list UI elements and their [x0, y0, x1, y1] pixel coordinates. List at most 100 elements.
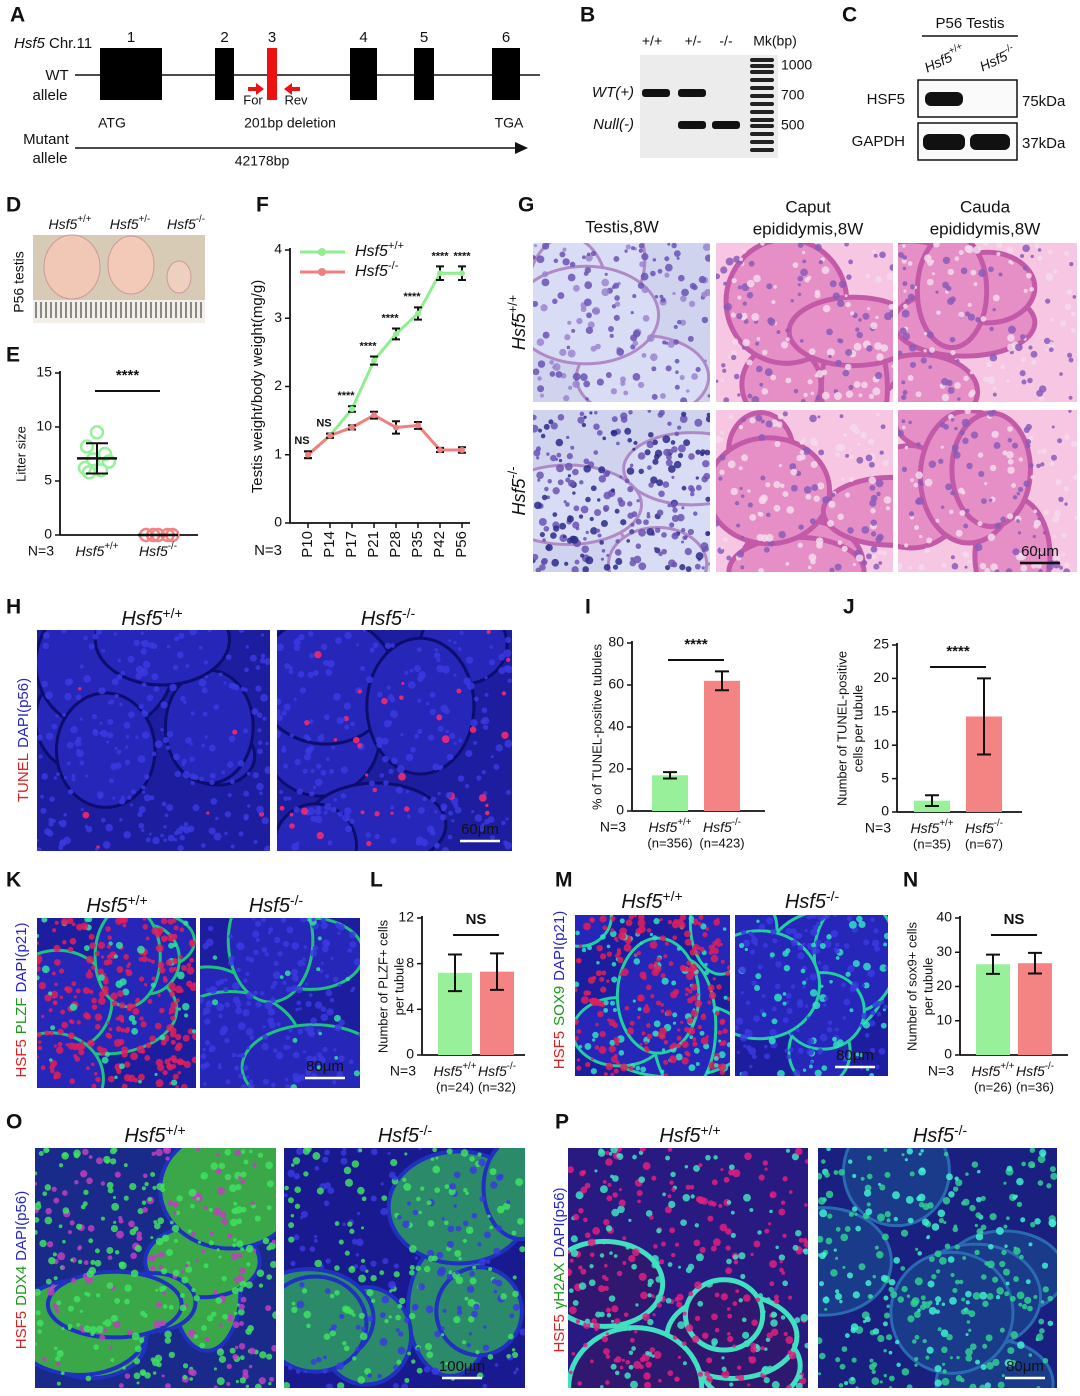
cell: [101, 648, 106, 653]
tubule: [54, 691, 157, 809]
cell: [88, 1155, 93, 1159]
cell: [71, 777, 76, 782]
cell: [116, 1068, 122, 1075]
cell: [60, 918, 69, 926]
cell: [736, 550, 745, 558]
cell: [316, 967, 321, 972]
cell: [610, 1148, 618, 1154]
cell: [869, 484, 876, 491]
cell: [727, 460, 736, 469]
cell: [536, 255, 545, 264]
cell: [596, 378, 604, 386]
cell: [585, 1061, 591, 1068]
cell: [218, 1323, 223, 1328]
cell: [637, 452, 646, 460]
cell: [742, 249, 747, 254]
cell: [703, 1043, 710, 1050]
cell: [599, 953, 607, 960]
cell: [642, 1313, 650, 1321]
cell: [681, 485, 687, 491]
cell: [802, 446, 811, 455]
y-tick-label: 10: [873, 736, 889, 752]
cell: [97, 791, 104, 799]
cell: [414, 1256, 419, 1260]
cell: [245, 1244, 254, 1253]
cell: [597, 498, 601, 502]
cell: [1068, 410, 1072, 413]
error-bar: [986, 953, 1000, 975]
cell: [73, 1054, 78, 1059]
cell: [727, 1313, 733, 1319]
cell: [619, 918, 625, 924]
cell: [575, 1018, 579, 1025]
cell: [603, 1348, 610, 1355]
cell: [557, 414, 565, 421]
cell: [1027, 1305, 1033, 1312]
cell: [833, 1248, 837, 1252]
significance: NS: [1004, 911, 1025, 928]
cell: [182, 826, 191, 834]
cell: [744, 1028, 750, 1034]
cell: [202, 943, 209, 950]
cell: [716, 273, 721, 280]
cell: [851, 1357, 857, 1363]
cell: [672, 935, 678, 941]
cell: [656, 479, 664, 487]
cell: [294, 1186, 302, 1194]
cell: [342, 1222, 346, 1227]
cell: [583, 922, 591, 931]
cell: [334, 637, 342, 645]
cell: [959, 430, 965, 436]
cell: [859, 1024, 863, 1028]
cell: [618, 1188, 622, 1192]
cell: [235, 1380, 239, 1384]
cell: [686, 1017, 694, 1024]
cell: [567, 273, 576, 282]
cell: [969, 1204, 976, 1212]
cell: [351, 986, 356, 991]
cell: [388, 768, 394, 774]
cell: [174, 985, 183, 994]
cell: [183, 1013, 189, 1018]
cell: [329, 1330, 336, 1337]
cell: [99, 731, 103, 735]
cell: [762, 1310, 766, 1314]
cell: [404, 1152, 408, 1156]
cell: [926, 278, 934, 286]
cell: [624, 249, 628, 253]
cell: [323, 1333, 331, 1340]
cell: [439, 764, 444, 769]
cell: [876, 1251, 884, 1259]
cell: [125, 734, 130, 739]
cell: [67, 1305, 75, 1312]
cell: [907, 1217, 914, 1224]
cell: [412, 1303, 419, 1310]
cell: [182, 770, 191, 779]
sample-size: N=3: [600, 819, 626, 835]
cell: [122, 923, 127, 928]
cell: [147, 998, 153, 1004]
cell: [369, 647, 375, 653]
cell: [643, 1372, 651, 1380]
cell: [902, 244, 906, 248]
cell: [213, 1207, 222, 1216]
cell: [349, 1228, 355, 1234]
cell: [875, 1064, 880, 1069]
cell: [1025, 1279, 1031, 1285]
cell: [989, 464, 997, 472]
cell: [302, 1050, 306, 1054]
cell: [49, 1058, 53, 1062]
cell: [429, 708, 437, 716]
cell: [126, 964, 130, 968]
cell: [76, 1020, 81, 1025]
cell: [575, 987, 578, 993]
y-tick-label: 25: [873, 636, 889, 652]
cell: [58, 968, 65, 974]
cell: [145, 1042, 152, 1049]
cell: [962, 1256, 967, 1260]
cell: [35, 1310, 41, 1316]
cell: [333, 1014, 341, 1022]
cell: [719, 942, 723, 947]
cell: [955, 1375, 963, 1382]
cell: [714, 938, 721, 945]
